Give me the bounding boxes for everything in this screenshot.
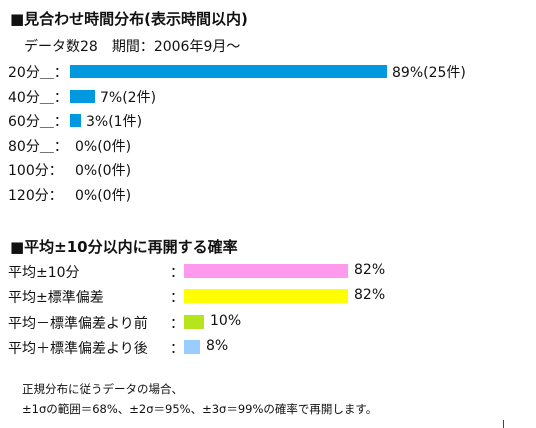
data-label: 0%(0件) [75, 163, 132, 179]
data-label: 82% [354, 262, 386, 278]
category-label: 平均±標準偏差 [8, 290, 104, 307]
bar [184, 264, 348, 278]
separator-label: ： [170, 340, 184, 357]
distribution-title: ■見合わせ時間分布(表示時間以内) [10, 10, 248, 28]
separator-label: ： [170, 290, 184, 307]
category-label: 100分： [8, 163, 63, 179]
bar [70, 65, 387, 78]
note-line-1: 正規分布に従うデータの場合、 [22, 382, 183, 396]
frame-corner [503, 420, 504, 428]
bar [70, 114, 81, 127]
category-label: 平均±10分 [8, 265, 80, 281]
separator-label: ： [170, 315, 184, 332]
data-label: 3%(1件) [86, 114, 143, 130]
category-label: 120分： [8, 187, 63, 204]
category-label: 平均－標準偏差より前 [8, 315, 148, 332]
data-label: 0%(0件) [75, 138, 132, 155]
note-line-2: ±1σの範囲＝68%、±2σ＝95%、±3σ＝99%の確率で再開します。 [22, 402, 378, 416]
separator-label: ： [170, 265, 184, 281]
data-label: 7%(2件) [100, 89, 157, 106]
distribution-subtitle: データ数28 期間：2006年9月～ [24, 39, 241, 55]
data-label: 82% [354, 287, 386, 304]
category-label: 80分＿： [8, 138, 68, 155]
probability-title: ■平均±10分以内に再開する確率 [10, 238, 238, 256]
bar [70, 89, 95, 103]
category-label: 平均＋標準偏差より後 [8, 340, 148, 357]
bar [184, 339, 200, 354]
bar [184, 314, 204, 329]
bar [184, 289, 348, 304]
data-label: 89%(25件) [392, 65, 466, 81]
data-label: 0%(0件) [75, 187, 132, 204]
category-label: 40分＿： [8, 89, 68, 106]
data-label: 8% [206, 337, 229, 354]
data-label: 10% [210, 312, 242, 329]
category-label: 60分＿： [8, 114, 68, 130]
category-label: 20分＿： [8, 65, 68, 81]
